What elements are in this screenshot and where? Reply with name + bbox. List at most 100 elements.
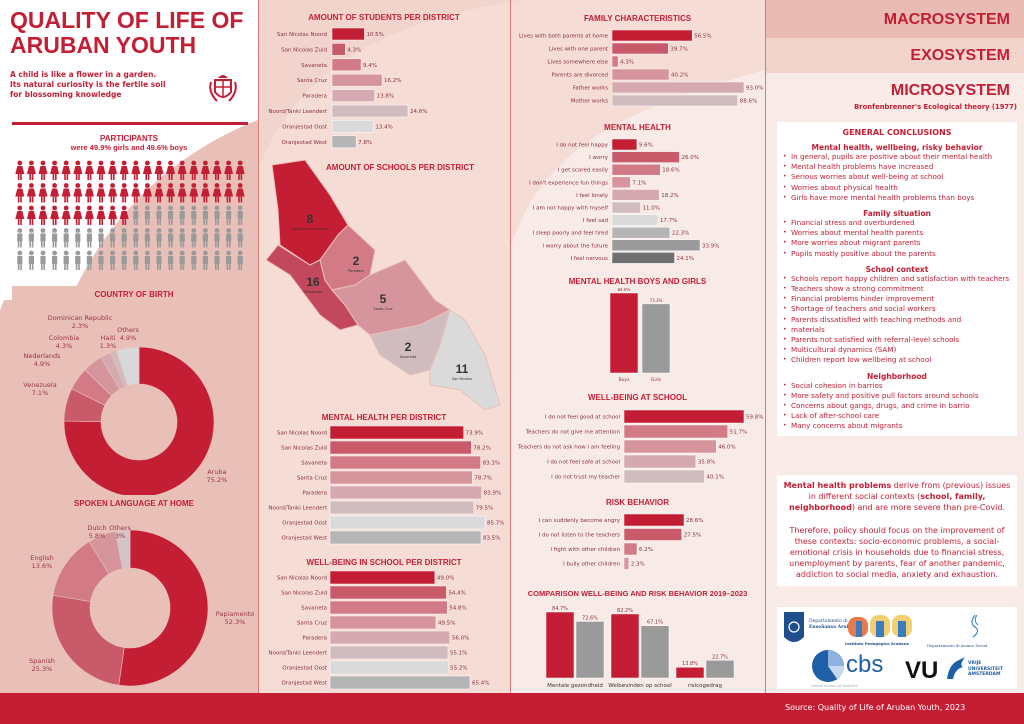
tagline-line: A child is like a flower in a garden. (10, 70, 157, 79)
conclusion-item: Social cohesion in barrios (783, 381, 1011, 391)
value-label: 33.9% (702, 243, 719, 249)
category-label: Boys (619, 377, 631, 383)
value-label: 2.3% (631, 562, 645, 568)
slice-value: 52.3% (225, 618, 246, 626)
value-label: 11.0% (643, 206, 660, 212)
map-count-savaneta: 2 (405, 340, 412, 354)
value-label: 22.7% (712, 654, 728, 660)
bar (623, 409, 745, 424)
bar (329, 660, 449, 675)
conclusion-item: Lack of after-school care (783, 411, 1011, 421)
slice-label: Nederlands (23, 352, 61, 360)
bar (611, 214, 659, 226)
value-label: 4.3% (347, 47, 361, 53)
bar (329, 585, 447, 600)
bar (611, 29, 693, 42)
conclusion-heading: Family situation (863, 209, 931, 219)
conclusion-item: Children report low wellbeing at school (783, 355, 1011, 365)
bar (623, 439, 717, 454)
boy-figure-icon (168, 205, 174, 225)
girl-figure-icon (15, 160, 25, 180)
category-label: San Nicolas Noord (277, 32, 327, 38)
value-label: 54.8% (449, 606, 466, 612)
boy-figure-icon (226, 228, 232, 248)
category-label: San Nicolas Noord (277, 431, 327, 437)
girl-figure-icon (119, 205, 129, 225)
category-label: Santa Cruz (297, 78, 327, 84)
category-label: I do not feel good at school (545, 415, 621, 421)
title-line-2: ARUBAN YOUTH (10, 32, 197, 58)
value-label: 17.7% (660, 218, 677, 224)
category-label: Oranjestad West (281, 536, 327, 542)
map-label-savaneta: Savaneta (400, 355, 416, 359)
conclusion-heading: School context (865, 264, 929, 274)
bar (329, 515, 486, 530)
birth-chart-title: COUNTRY OF BIRTH (94, 290, 174, 299)
risk-bar-chart: I can suddenly become angry 28.6% I do not… (539, 513, 703, 570)
category-label: Savaneta (301, 63, 327, 69)
girl-figure-icon (26, 160, 36, 180)
bar (329, 600, 448, 615)
girl-figure-icon (96, 183, 106, 203)
conclusion-item: Many concerns about migrants (783, 421, 1011, 431)
boysgirls-bar-chart: 84.8% Boys 73.3% Girls (609, 288, 671, 383)
map-label-santa-cruz: Santa Cruz (373, 307, 392, 311)
bar (623, 542, 638, 556)
boy-figure-icon (40, 228, 46, 248)
girl-figure-icon (177, 160, 187, 180)
risk-chart-title: RISK BEHAVIOR (606, 498, 669, 507)
category-label: Mother works (571, 99, 608, 105)
slice-label: Papiamento (216, 610, 255, 618)
value-label: 83.9% (484, 491, 501, 497)
footer-bar (0, 693, 1024, 724)
bar (329, 570, 436, 585)
boy-figure-icon (86, 228, 92, 248)
boy-figure-icon (179, 228, 185, 248)
bar-2019 (610, 613, 640, 679)
value-label: 40.2% (671, 73, 688, 79)
language-chart-title: SPOKEN LANGUAGE AT HOME (73, 499, 194, 508)
value-label: 46.0% (718, 445, 735, 451)
bar (611, 176, 631, 189)
boy-figure-icon (121, 250, 127, 270)
page-title: QUALITY OF LIFE OF ARUBAN YOUTH (10, 8, 243, 58)
boy-figure-icon (214, 205, 220, 225)
girl-figure-icon (189, 160, 199, 180)
conclusion-item: Girls have more mental health problems t… (783, 193, 1011, 203)
category-label: I bully other children (563, 562, 620, 568)
conclusion-item: Worries about mental health parents (783, 228, 1011, 238)
value-label: 26.0% (681, 155, 698, 161)
category-label: San Nicolas Zuid (281, 446, 327, 452)
girl-figure-icon (73, 205, 83, 225)
bar (623, 424, 728, 439)
category-label: Teachers do not ask how I am feeling (517, 445, 620, 451)
value-label: 85.7% (487, 521, 504, 527)
category-label: Parents are divorced (551, 73, 608, 79)
conclusion-item: In general, pupils are positive about th… (783, 152, 1011, 162)
conclusion-item: Multicultural dynamics (SAM) (783, 345, 1011, 355)
bar (611, 81, 745, 94)
boy-figure-icon (156, 228, 162, 248)
boy-figure-icon (17, 250, 23, 270)
category-label: Noord/Tanki Leendert (268, 506, 327, 512)
category-label: Oranjestad Oost (282, 666, 328, 672)
value-label: 7.8% (358, 140, 372, 146)
boy-figure-icon (237, 250, 243, 270)
girl-figure-icon (38, 205, 48, 225)
category-label: Noord/Tanki Leendert (268, 109, 327, 115)
family-bar-chart: Lives with both parents at home 56.5% Live… (519, 29, 763, 107)
aruba-coat-of-arms-icon (209, 75, 237, 102)
message-bold: school, family, neighborhood (789, 492, 986, 513)
das-logo-text: Departamento di Asunto Social (927, 643, 988, 648)
value-label: 65.4% (472, 681, 489, 687)
bar (331, 73, 383, 87)
column-divider (510, 0, 511, 693)
vu-line: AMSTERDAM (968, 672, 1001, 677)
category-label: San Nicolas Noord (277, 576, 327, 582)
dea-logo-text: Departamento di Enseñansa Aruba (809, 619, 853, 631)
bar-boys (609, 292, 639, 374)
bar (329, 615, 437, 630)
boy-figure-icon (226, 205, 232, 225)
boy-figure-icon (28, 228, 34, 248)
conclusion-item: materials (783, 325, 1011, 335)
